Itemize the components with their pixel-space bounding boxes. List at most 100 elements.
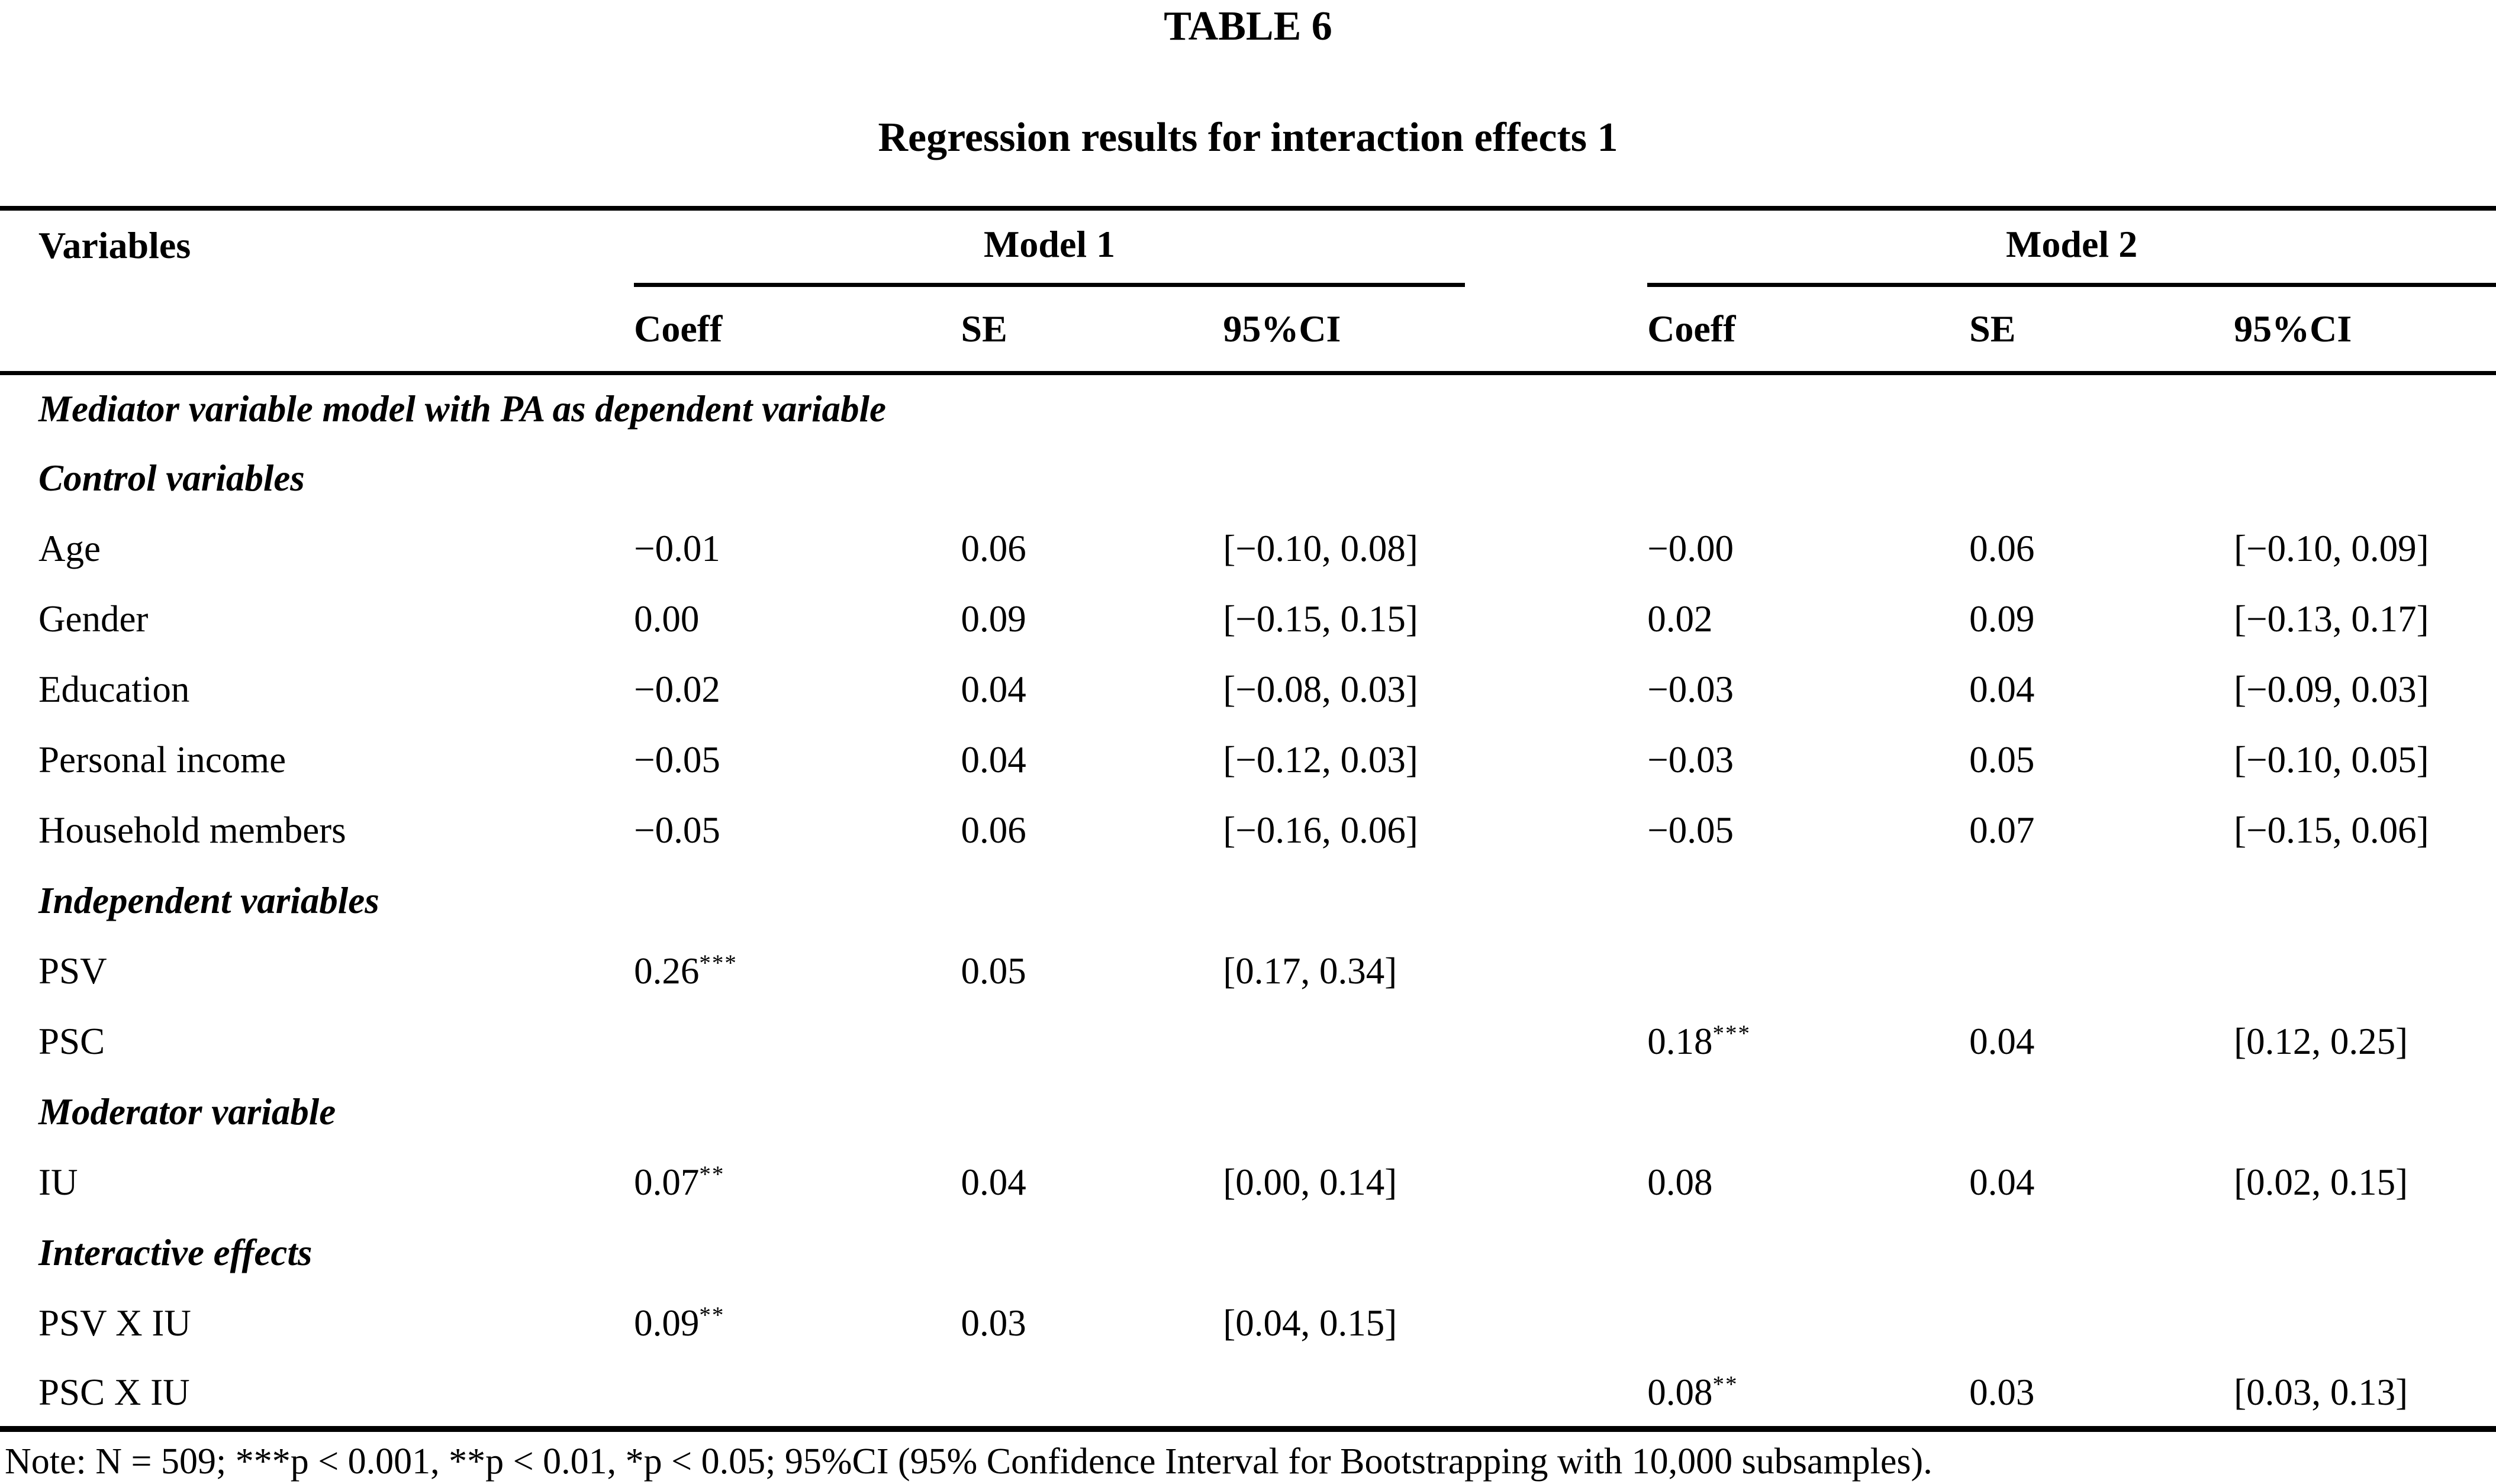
cell-m1-coeff: 0.00 (634, 584, 961, 654)
table-caption: Regression results for interaction effec… (878, 115, 1618, 160)
model1-header-cell: Model 1 (634, 208, 1647, 288)
cell-value: [−0.10, 0.09] (2234, 528, 2429, 570)
cell-value: −0.03 (1647, 669, 1734, 711)
section-row: Control variables (0, 443, 2496, 514)
significance-stars: ** (699, 1162, 725, 1188)
row-label: IU (38, 1162, 78, 1204)
cell-m2-se: 0.06 (1969, 514, 2234, 584)
table-row: Education −0.02 0.04 [−0.08, 0.03] −0.03… (0, 654, 2496, 725)
cell-value: [−0.13, 0.17] (2234, 598, 2429, 640)
cell-m2-ci (2234, 1288, 2496, 1359)
cell-m2-ci: [−0.13, 0.17] (2234, 584, 2496, 654)
cell-m2-coeff: −0.03 (1647, 725, 1969, 795)
cell-value: 0.04 (1969, 1021, 2035, 1063)
cell-m2-coeff: 0.08** (1647, 1359, 1970, 1433)
cell-m1-ci: [−0.16, 0.06] (1223, 795, 1647, 866)
cell-m2-se: 0.03 (1969, 1359, 2234, 1433)
cell-value: −0.02 (634, 669, 720, 711)
cell-m1-ci: [−0.10, 0.08] (1223, 514, 1647, 584)
cell-value: 0.04 (961, 1162, 1026, 1204)
cell-m1-coeff: 0.26*** (634, 936, 961, 1006)
cell-value: 0.02 (1647, 598, 1713, 640)
cell-value: [0.02, 0.15] (2234, 1162, 2408, 1204)
cell-value: 0.07 (1969, 809, 2035, 851)
cell-m2-coeff: 0.08 (1647, 1147, 1969, 1218)
column-header-m2-ci: 95%CI (2234, 287, 2496, 375)
cell-value: 0.05 (961, 950, 1026, 992)
model2-header-cell: Model 2 (1647, 208, 2496, 288)
cell-value: [−0.10, 0.08] (1223, 528, 1418, 570)
row-label: PSC X IU (0, 1359, 635, 1433)
cell-m2-se: 0.04 (1969, 1006, 2234, 1077)
cell-m2-coeff: 0.02 (1647, 584, 1969, 654)
cell-value: 0.00 (634, 598, 700, 640)
table-row: Age −0.01 0.06 [−0.10, 0.08] −0.00 0.06 … (0, 514, 2496, 584)
cell-value: 0.04 (1969, 669, 2035, 711)
cell-m1-coeff: 0.07** (634, 1147, 961, 1218)
cell-value: [−0.12, 0.03] (1223, 739, 1418, 781)
significance-stars: ** (1712, 1371, 1738, 1397)
cell-value: 0.07 (634, 1162, 700, 1204)
cell-m2-ci (2234, 936, 2496, 1006)
cell-m2-ci: [0.12, 0.25] (2234, 1006, 2496, 1077)
cell-m1-ci: [−0.08, 0.03] (1223, 654, 1647, 725)
section-label: Moderator variable (38, 1091, 336, 1133)
table-number-title: TABLE 6 (1164, 4, 1332, 49)
cell-m1-se (961, 1359, 1223, 1433)
table-note: Note: N = 509; ***p < 0.001, **p < 0.01,… (5, 1441, 1933, 1482)
cell-value: [−0.15, 0.15] (1223, 598, 1418, 640)
table-row: PSC 0.18*** 0.04 [0.12, 0.25] (0, 1006, 2496, 1077)
cell-m2-coeff: −0.03 (1647, 654, 1969, 725)
section-label: Independent variables (38, 880, 379, 922)
cell-value: [0.04, 0.15] (1223, 1302, 1397, 1344)
section-row: Independent variables (0, 866, 2496, 936)
cell-value: 0.04 (961, 739, 1026, 781)
cell-value: 0.18 (1647, 1021, 1713, 1063)
cell-value: [−0.10, 0.05] (2234, 739, 2429, 781)
cell-m1-ci: [−0.12, 0.03] (1223, 725, 1647, 795)
cell-m1-se: 0.05 (961, 936, 1223, 1006)
regression-table: Variables Model 1 Model 2 Coeff SE 95%CI… (0, 206, 2496, 1433)
model2-header: Model 2 (1647, 211, 2496, 288)
significance-stars: *** (1712, 1021, 1751, 1047)
cell-value: 0.09 (1969, 598, 2035, 640)
cell-value: 0.05 (1969, 739, 2035, 781)
table-row: PSV X IU 0.09** 0.03 [0.04, 0.15] (0, 1288, 2496, 1359)
cell-m1-ci (1223, 1359, 1648, 1433)
section-row: Interactive effects (0, 1218, 2496, 1288)
cell-m1-coeff (634, 1006, 961, 1077)
cell-m2-coeff (1647, 1288, 1969, 1359)
cell-value: −0.01 (634, 528, 720, 570)
cell-m2-ci: [−0.10, 0.05] (2234, 725, 2496, 795)
row-label: Household members (38, 809, 346, 851)
table-row: Personal income −0.05 0.04 [−0.12, 0.03]… (0, 725, 2496, 795)
cell-m2-se (1969, 1288, 2234, 1359)
row-label: PSV (38, 950, 107, 992)
cell-value: [0.17, 0.34] (1223, 950, 1397, 992)
cell-m1-ci: [0.04, 0.15] (1223, 1288, 1647, 1359)
cell-m1-se: 0.03 (961, 1288, 1223, 1359)
cell-value: [0.03, 0.13] (2234, 1371, 2408, 1413)
section-label: Interactive effects (38, 1232, 313, 1274)
row-label: Education (38, 669, 190, 711)
row-label: Gender (38, 598, 149, 640)
cell-m2-ci: [0.03, 0.13] (2234, 1359, 2496, 1433)
cell-m2-se: 0.09 (1969, 584, 2234, 654)
column-header-m1-se: SE (961, 287, 1223, 375)
cell-value: 0.09 (961, 598, 1026, 640)
cell-m1-se: 0.06 (961, 795, 1223, 866)
cell-m1-ci: [0.17, 0.34] (1223, 936, 1647, 1006)
cell-value: 0.08 (1647, 1371, 1713, 1413)
table-row: Household members −0.05 0.06 [−0.16, 0.0… (0, 795, 2496, 866)
section-row: Mediator variable model with PA as depen… (0, 373, 2496, 443)
cell-value: −0.00 (1647, 528, 1734, 570)
row-label: PSV X IU (38, 1302, 191, 1344)
column-header-m1-ci: 95%CI (1223, 287, 1648, 375)
cell-value: [−0.09, 0.03] (2234, 669, 2429, 711)
model1-header: Model 1 (634, 211, 1465, 288)
section-row: Moderator variable (0, 1077, 2496, 1147)
cell-m1-ci: [0.00, 0.14] (1223, 1147, 1647, 1218)
cell-value: 0.26 (634, 950, 700, 992)
cell-m1-se: 0.09 (961, 584, 1223, 654)
cell-value: 0.03 (1969, 1371, 2035, 1413)
